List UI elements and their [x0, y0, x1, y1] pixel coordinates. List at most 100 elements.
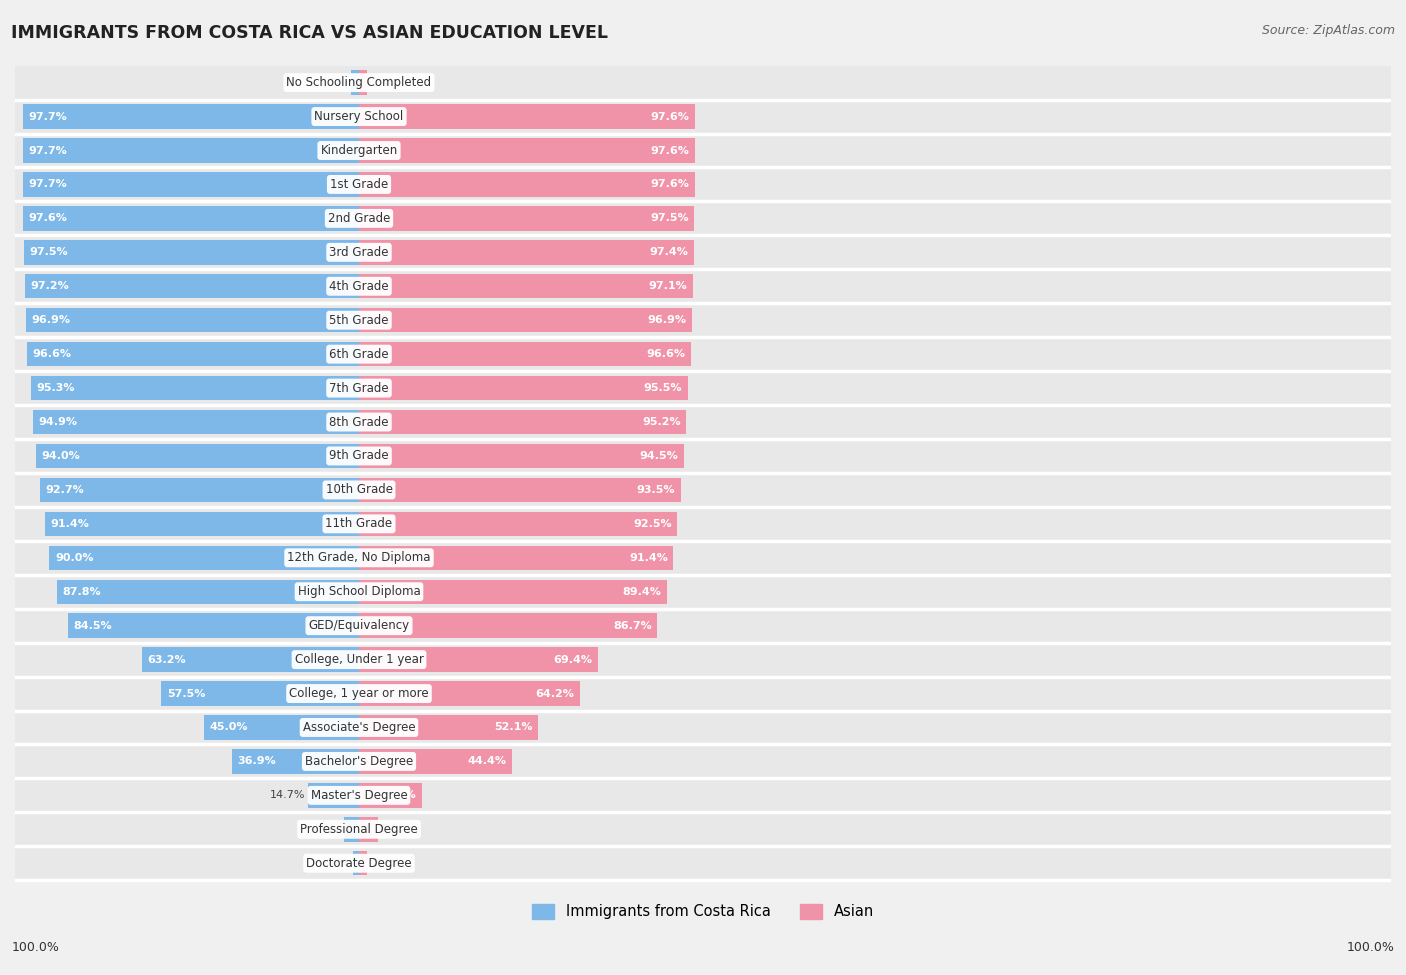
Text: 45.0%: 45.0%	[209, 722, 249, 732]
Text: 69.4%: 69.4%	[553, 654, 592, 665]
Bar	[359, 138, 695, 163]
Text: 63.2%: 63.2%	[148, 654, 186, 665]
Text: 97.7%: 97.7%	[28, 111, 67, 122]
Text: College, Under 1 year: College, Under 1 year	[295, 653, 423, 666]
Bar	[15, 541, 1391, 574]
Bar	[15, 507, 1391, 540]
Bar	[359, 444, 685, 468]
Text: 84.5%: 84.5%	[75, 621, 112, 631]
Bar	[204, 716, 359, 740]
Bar	[15, 100, 1391, 133]
Text: Professional Degree: Professional Degree	[299, 823, 418, 836]
Text: 91.4%: 91.4%	[51, 519, 89, 528]
Text: Master's Degree: Master's Degree	[311, 789, 408, 801]
Text: 90.0%: 90.0%	[55, 553, 93, 563]
Bar	[15, 371, 1391, 405]
Text: GED/Equivalency: GED/Equivalency	[308, 619, 409, 632]
Text: 96.9%: 96.9%	[648, 315, 688, 326]
Bar	[15, 609, 1391, 643]
Bar	[308, 783, 359, 807]
Bar	[359, 512, 678, 536]
Bar	[359, 274, 693, 298]
Text: 8th Grade: 8th Grade	[329, 415, 388, 429]
Text: 18.4%: 18.4%	[378, 791, 416, 800]
Text: 91.4%: 91.4%	[628, 553, 668, 563]
Text: 97.1%: 97.1%	[648, 281, 688, 292]
Text: 6th Grade: 6th Grade	[329, 348, 389, 361]
Text: Associate's Degree: Associate's Degree	[302, 721, 415, 734]
Bar	[359, 579, 666, 604]
Bar	[353, 851, 359, 876]
Bar	[142, 647, 359, 672]
Bar	[359, 716, 538, 740]
Text: 97.7%: 97.7%	[28, 145, 67, 155]
Text: 57.5%: 57.5%	[167, 688, 205, 698]
Bar	[25, 308, 359, 332]
Text: Doctorate Degree: Doctorate Degree	[307, 857, 412, 870]
Bar	[359, 173, 695, 197]
Text: 3rd Grade: 3rd Grade	[329, 246, 388, 258]
Bar	[359, 410, 686, 434]
Text: 1st Grade: 1st Grade	[330, 178, 388, 191]
Text: 92.5%: 92.5%	[633, 519, 672, 528]
Bar	[359, 70, 367, 95]
Text: 5th Grade: 5th Grade	[329, 314, 388, 327]
Bar	[359, 308, 692, 332]
Bar	[24, 206, 359, 231]
Bar	[24, 240, 359, 264]
Bar	[15, 813, 1391, 845]
Bar	[15, 168, 1391, 201]
Bar	[359, 206, 695, 231]
Bar	[27, 342, 359, 367]
Legend: Immigrants from Costa Rica, Asian: Immigrants from Costa Rica, Asian	[526, 898, 880, 925]
Bar	[15, 575, 1391, 608]
Text: 97.4%: 97.4%	[650, 248, 689, 257]
Text: 4.4%: 4.4%	[312, 824, 340, 835]
Text: 89.4%: 89.4%	[623, 587, 661, 597]
Bar	[359, 647, 598, 672]
Bar	[49, 546, 359, 570]
Bar	[359, 342, 692, 367]
Bar	[359, 682, 579, 706]
Text: 10th Grade: 10th Grade	[326, 484, 392, 496]
Bar	[15, 66, 1391, 99]
Text: Source: ZipAtlas.com: Source: ZipAtlas.com	[1261, 24, 1395, 37]
Text: 94.0%: 94.0%	[41, 451, 80, 461]
Bar	[45, 512, 359, 536]
Bar	[15, 440, 1391, 473]
Text: 4th Grade: 4th Grade	[329, 280, 389, 292]
Text: 94.9%: 94.9%	[38, 417, 77, 427]
Text: 95.5%: 95.5%	[644, 383, 682, 393]
Bar	[31, 376, 359, 401]
Bar	[359, 376, 688, 401]
Bar	[15, 745, 1391, 778]
Bar	[232, 749, 359, 773]
Bar	[15, 202, 1391, 235]
Text: 97.5%: 97.5%	[650, 214, 689, 223]
Text: 1.8%: 1.8%	[321, 858, 349, 869]
Text: 14.7%: 14.7%	[270, 791, 305, 800]
Text: 93.5%: 93.5%	[637, 485, 675, 495]
Bar	[22, 138, 359, 163]
Bar	[359, 749, 512, 773]
Bar	[344, 817, 359, 841]
Text: 97.6%: 97.6%	[651, 179, 689, 189]
Text: 96.6%: 96.6%	[647, 349, 686, 359]
Bar	[15, 677, 1391, 710]
Text: 64.2%: 64.2%	[536, 688, 574, 698]
Text: 97.5%: 97.5%	[30, 248, 67, 257]
Text: 100.0%: 100.0%	[1347, 941, 1395, 954]
Text: 2.4%: 2.4%	[371, 858, 399, 869]
Text: 97.6%: 97.6%	[28, 214, 67, 223]
Bar	[359, 783, 422, 807]
Bar	[359, 817, 378, 841]
Text: 97.6%: 97.6%	[651, 111, 689, 122]
Text: No Schooling Completed: No Schooling Completed	[287, 76, 432, 89]
Text: 87.8%: 87.8%	[62, 587, 101, 597]
Text: 95.3%: 95.3%	[37, 383, 75, 393]
Bar	[35, 444, 359, 468]
Text: College, 1 year or more: College, 1 year or more	[290, 687, 429, 700]
Bar	[69, 613, 359, 638]
Bar	[359, 546, 673, 570]
Text: 92.7%: 92.7%	[45, 485, 84, 495]
